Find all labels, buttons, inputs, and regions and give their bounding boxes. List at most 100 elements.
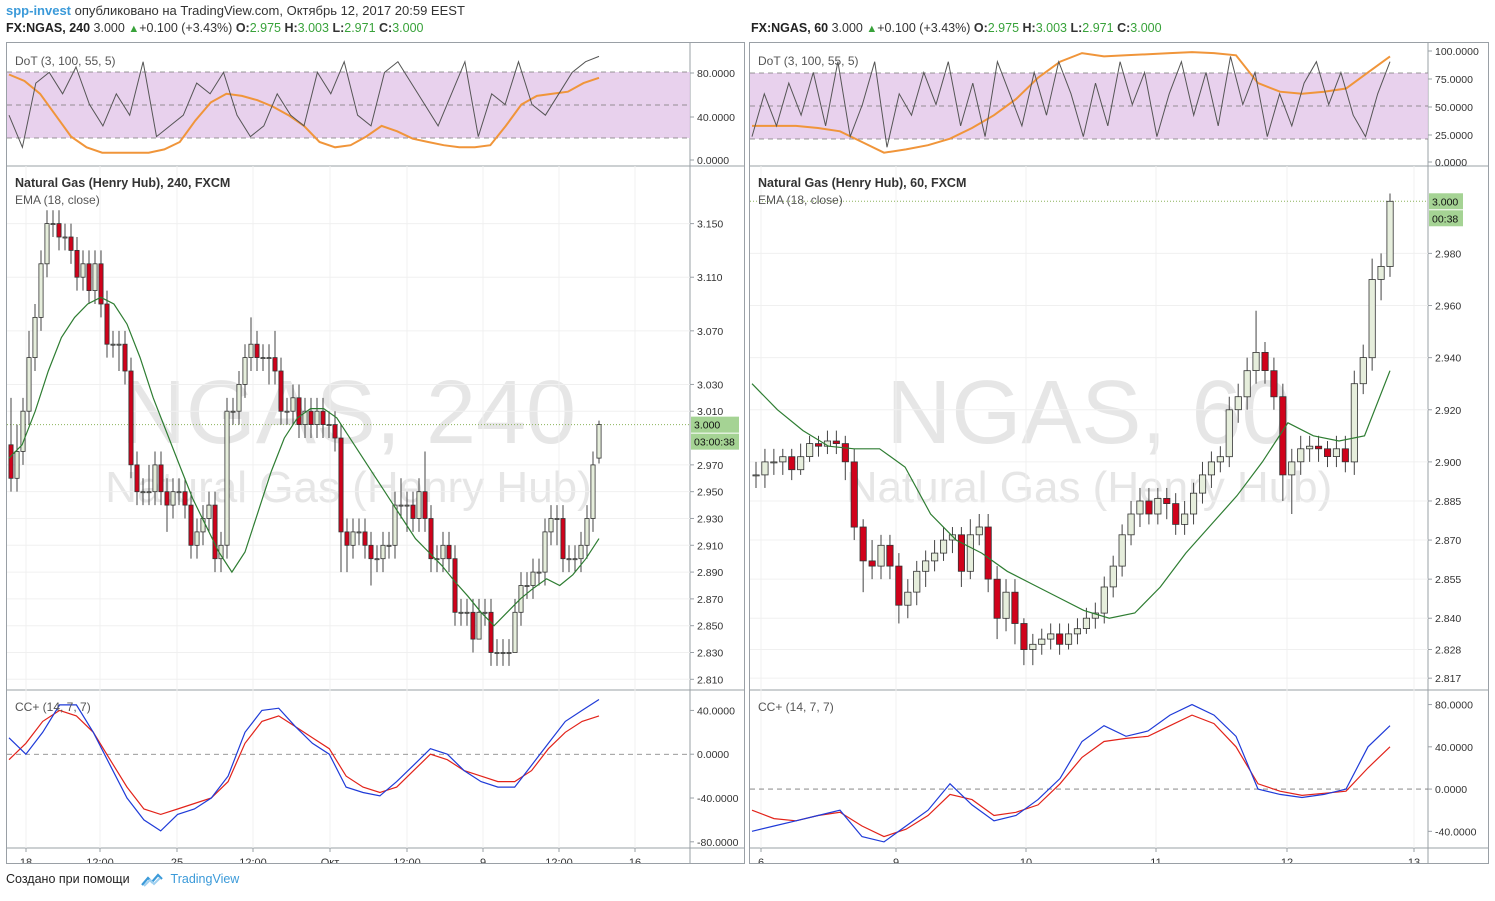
price-title: Natural Gas (Henry Hub), 60, FXCM [758, 176, 966, 190]
dot-tick-label: 0.0000 [1435, 157, 1467, 169]
price-tick-label: 2.920 [1435, 405, 1461, 417]
candle-down [984, 526, 992, 580]
candle-up [542, 531, 548, 573]
candle-up [1047, 633, 1055, 640]
tradingview-logo-icon [141, 873, 163, 887]
candle-up [877, 544, 885, 567]
candle-up [1234, 396, 1242, 411]
candle-up [404, 504, 410, 507]
price-tick-label: 2.870 [1435, 535, 1461, 547]
right-high: 3.003 [1035, 21, 1067, 35]
candle-up [146, 491, 152, 494]
candle-up [386, 544, 392, 547]
price-title: Natural Gas (Henry Hub), 240, FXCM [15, 176, 230, 190]
price-tick-label: 2.900 [1435, 457, 1461, 469]
candle-down [122, 343, 128, 372]
candle-up [1386, 200, 1394, 267]
right-symbol-line: FX:NGAS, 60 3.000 ▲+0.100 (+3.43%) O:2.9… [751, 21, 1162, 35]
dot-tick-label: 50.0000 [1435, 102, 1473, 114]
candle-up [1252, 351, 1260, 371]
candle-up [596, 424, 602, 459]
candle-up [32, 316, 38, 358]
candle-down [296, 397, 302, 425]
right-change: +0.100 (+3.43%) [877, 21, 971, 35]
price-tick-label: 2.930 [697, 513, 723, 525]
candle-down [344, 531, 350, 546]
candle-up [1225, 409, 1233, 458]
candle-up [1332, 448, 1340, 457]
candle-down [278, 370, 284, 412]
time-tick-label: 12:00 [239, 857, 267, 864]
candle-down [422, 491, 428, 519]
price-tick-label: 2.850 [697, 621, 723, 633]
price-tick-label: 2.830 [697, 647, 723, 659]
right-low: 2.971 [1082, 21, 1114, 35]
candle-down [308, 410, 314, 426]
cc-tick-label: -80.0000 [697, 837, 739, 849]
candle-up [80, 263, 86, 278]
candle-up [440, 544, 446, 560]
right-chart-svg[interactable]: DoT (3, 100, 55, 5)100.000075.000050.000… [750, 43, 1489, 864]
candle-up [50, 223, 56, 226]
author-link[interactable]: spp-invest [6, 3, 72, 18]
time-tick-label: 12:00 [86, 857, 114, 864]
candle-up [458, 611, 464, 614]
right-last: 3.000 [831, 21, 863, 35]
candle-up [578, 544, 584, 560]
cc-tick-label: -40.0000 [1435, 826, 1477, 838]
price-tick-label: 2.840 [1435, 613, 1461, 625]
cc-tick-label: 0.0000 [1435, 784, 1467, 796]
candle-up [230, 410, 236, 413]
ema-line [8, 296, 600, 627]
cc-tick-label: -40.0000 [697, 793, 739, 805]
candle-up [356, 531, 362, 534]
candle-up [752, 474, 760, 477]
candle-up [494, 652, 500, 654]
candle-up [248, 343, 254, 359]
up-arrow-icon: ▲ [866, 23, 878, 35]
candle-down [1172, 503, 1180, 525]
candle-down [560, 518, 566, 560]
ema-line [751, 370, 1391, 619]
candle-up [194, 531, 200, 546]
candle-up [1029, 643, 1037, 650]
candle-up [38, 263, 44, 318]
left-chart-svg[interactable]: DoT (3, 100, 55, 5) 80.0000 40.0000 0.0000 N… [7, 43, 745, 864]
candle-up [524, 585, 530, 587]
footer-brand-link[interactable]: TradingView [170, 872, 240, 886]
candle-down [886, 544, 894, 567]
candle-up [1377, 265, 1385, 280]
candle-down [788, 456, 796, 471]
candle-up [392, 504, 398, 546]
candle-up [1091, 612, 1099, 619]
candle-down [8, 444, 14, 479]
cc-tick-label: 40.0000 [1435, 742, 1473, 754]
watermark-name: Natural Gas (Henry Hub) [105, 463, 592, 512]
candle-up [302, 410, 308, 426]
time-tick-label: 9 [893, 857, 899, 864]
cc-red-line [751, 714, 1391, 838]
price-tick-label: 2.828 [1435, 645, 1461, 657]
candle-up [572, 558, 578, 561]
candle-up [566, 558, 572, 561]
price-tick-label: 3.010 [697, 406, 723, 418]
candle-up [236, 383, 242, 412]
dot-slow-line [752, 51, 1391, 154]
last-price-tag [691, 416, 739, 433]
right-chart-panel[interactable]: DoT (3, 100, 55, 5) 100.0000 75.0000 50.000… [749, 42, 1489, 864]
candle-up [500, 652, 506, 654]
candle-down [164, 491, 170, 506]
candle-up [530, 571, 536, 586]
right-close: 3.000 [1130, 21, 1162, 35]
left-chart-panel[interactable]: DoT (3, 100, 55, 5) 80.0000 40.0000 0.0000 N… [6, 42, 745, 864]
left-last: 3.000 [93, 21, 125, 35]
candle-down [488, 611, 494, 653]
candle-up [590, 464, 596, 519]
cc-tick-label: 80.0000 [1435, 700, 1473, 712]
candle-up [110, 343, 116, 346]
candle-down [68, 236, 74, 251]
watermark-symbol: NGAS, 240 [121, 363, 576, 463]
candle-down [362, 531, 368, 546]
left-low: 2.971 [344, 21, 376, 35]
candle-down [841, 443, 849, 463]
